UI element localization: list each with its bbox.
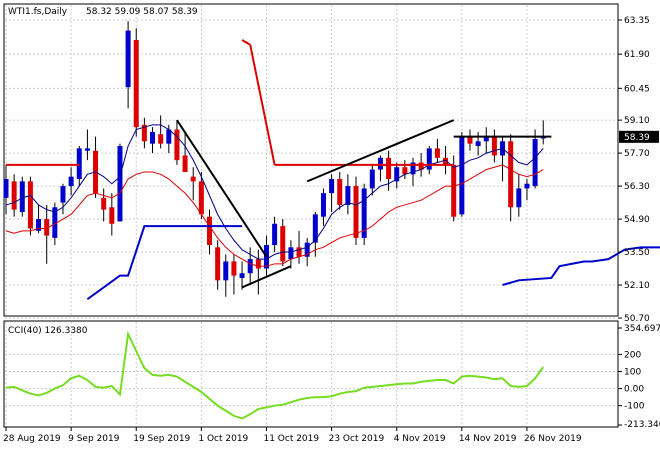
candle-body <box>4 179 9 198</box>
ohlc-label: 58.32 59.09 58.07 58.39 <box>86 7 198 17</box>
candle-body <box>280 226 285 261</box>
cci-tick-label: -213.340 <box>624 420 660 430</box>
time-tick-label: 1 Oct 2019 <box>198 434 248 444</box>
cci-tick-label: -100 <box>624 402 645 412</box>
price-tick-label: 54.90 <box>624 215 650 225</box>
price-tick-label: 60.45 <box>624 84 650 94</box>
candle-body <box>378 158 383 170</box>
cci-tick-label: 354.6973 <box>624 324 660 334</box>
candle-body <box>524 184 529 189</box>
price-tick-label: 63.35 <box>624 16 650 26</box>
candle-body <box>533 139 538 186</box>
cci-tick-label: 100 <box>624 367 641 377</box>
candle-body <box>109 207 114 223</box>
candle-body <box>134 40 139 127</box>
candle-body <box>69 177 74 186</box>
candle-body <box>256 259 261 268</box>
candle-body <box>272 224 277 245</box>
candle-body <box>101 198 106 210</box>
price-tick-label: 57.70 <box>624 149 650 159</box>
candle-body <box>451 165 456 217</box>
time-tick-label: 28 Aug 2019 <box>3 434 61 444</box>
candle-body <box>264 245 269 269</box>
candle-body <box>354 186 359 238</box>
candle-body <box>370 170 375 189</box>
candle-body <box>191 177 196 182</box>
candle-body <box>207 217 212 245</box>
candle-body <box>150 132 155 144</box>
time-tick-label: 26 Nov 2019 <box>524 434 582 444</box>
cci-tick-label: 0.00 <box>624 385 644 395</box>
price-tick-label: 56.30 <box>624 182 650 192</box>
candle-body <box>337 179 342 205</box>
candle-body <box>12 181 17 209</box>
time-tick-label: 11 Oct 2019 <box>263 434 319 444</box>
price-tick-label: 59.10 <box>624 116 650 126</box>
candle-body <box>516 188 521 207</box>
candle-body <box>77 148 82 179</box>
candle-body <box>508 141 513 207</box>
candle-body <box>321 193 326 217</box>
candle-body <box>386 158 391 179</box>
candle-body <box>117 146 122 221</box>
candle-body <box>60 186 65 202</box>
time-tick-label: 19 Sep 2019 <box>133 434 190 444</box>
candle-body <box>158 134 163 143</box>
candle-body <box>435 148 440 157</box>
time-tick-label: 4 Nov 2019 <box>394 434 446 444</box>
price-tick-label: 50.70 <box>624 314 650 324</box>
candle-body <box>467 137 472 144</box>
price-tick-label: 61.90 <box>624 50 650 60</box>
candle-body <box>20 181 25 212</box>
candle-body <box>240 273 245 278</box>
candle-body <box>174 130 179 161</box>
cci-title: CCI(40) 126.3380 <box>8 326 88 336</box>
time-tick-label: 9 Sep 2019 <box>68 434 120 444</box>
price-tick-label: 52.10 <box>624 281 650 291</box>
candle-body <box>183 155 188 171</box>
time-tick-label: 23 Oct 2019 <box>329 434 385 444</box>
candle-body <box>248 259 253 273</box>
candle-body <box>231 261 236 275</box>
candle-body <box>476 141 481 146</box>
candle-body <box>492 137 497 156</box>
candle-body <box>28 181 33 228</box>
candle-body <box>288 247 293 259</box>
candle-body <box>126 31 131 88</box>
cci-tick-label: 200 <box>624 350 641 360</box>
price-tick-label: 53.50 <box>624 248 650 258</box>
candle-body <box>85 148 90 150</box>
candle-body <box>223 261 228 280</box>
candle-body <box>215 247 220 280</box>
candle-body <box>459 137 464 215</box>
current-price-label: 58.39 <box>624 133 650 143</box>
symbol-label: WTI1.fs,Daily <box>8 7 68 17</box>
candle-body <box>402 167 407 174</box>
time-tick-label: 14 Nov 2019 <box>459 434 517 444</box>
candle-body <box>329 179 334 193</box>
candle-body <box>199 181 204 214</box>
